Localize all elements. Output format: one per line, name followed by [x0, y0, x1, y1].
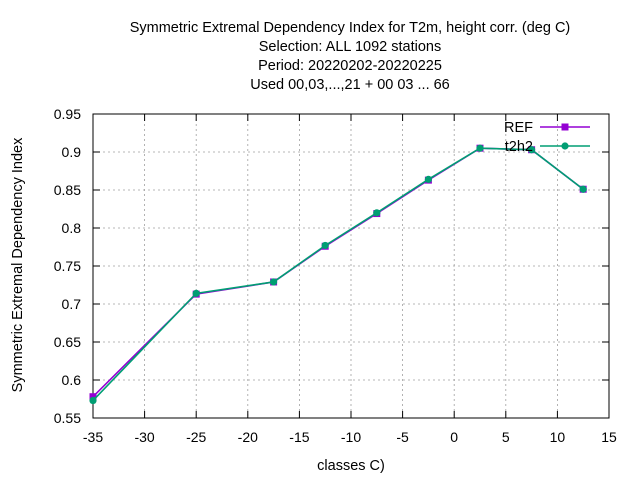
x-tick-label: -25	[186, 429, 206, 445]
y-tick-label: 0.8	[62, 220, 82, 236]
y-tick-label: 0.85	[54, 182, 81, 198]
data-point	[373, 209, 381, 217]
data-point	[579, 185, 587, 193]
data-point	[270, 278, 278, 286]
grid	[93, 114, 609, 418]
data-point	[321, 241, 329, 250]
data-point	[89, 393, 97, 401]
data-point	[192, 289, 200, 297]
series-line	[92, 147, 584, 398]
data-point	[476, 144, 484, 152]
x-tick-label: -35	[83, 429, 103, 445]
y-tick-label: 0.7	[62, 296, 82, 312]
legend-label: REF	[504, 120, 533, 136]
series-line	[92, 147, 584, 402]
x-tick-label: 5	[502, 429, 510, 445]
data-point	[528, 146, 536, 154]
x-tick-label: 10	[550, 429, 566, 445]
x-tick-label: -30	[134, 429, 154, 445]
chart-title-line: Period: 20220202-20220225	[258, 58, 442, 74]
legend-label: t2h2	[505, 139, 533, 155]
data-series	[89, 144, 587, 405]
y-tick-label: 0.9	[62, 144, 82, 160]
y-tick-label: 0.95	[54, 106, 81, 122]
chart-title-line: Selection: ALL 1092 stations	[259, 39, 441, 55]
data-point	[89, 396, 97, 405]
chart-title-line: Symmetric Extremal Dependency Index for …	[130, 20, 571, 36]
data-point	[424, 175, 432, 183]
chart-title-line: Used 00,03,...,21 + 00 03 ... 66	[250, 77, 450, 93]
x-tick-label: -5	[396, 429, 409, 445]
y-tick-label: 0.55	[54, 410, 81, 426]
y-tick-label: 0.65	[54, 334, 81, 350]
series-t2h2	[89, 144, 587, 405]
legend-marker	[561, 123, 569, 131]
series-ref	[89, 144, 587, 401]
x-tick-label: 0	[450, 429, 458, 445]
x-tick-label: -15	[289, 429, 309, 445]
x-tick-label: 15	[601, 429, 617, 445]
axis-ticks: -35 -30 -25 -20 -15 -10 -5 0 5 10 15 0.55 0.6 0.65 0.7…	[54, 106, 617, 445]
chart-title: Symmetric Extremal Dependency Index for …	[130, 20, 571, 93]
x-tick-label: -10	[341, 429, 361, 445]
x-tick-label: -20	[238, 429, 258, 445]
y-tick-label: 0.6	[62, 372, 82, 388]
y-axis-label: Symmetric Extremal Dependency Index	[10, 137, 26, 392]
legend-marker	[561, 142, 569, 150]
x-axis-label: classes C)	[317, 458, 385, 474]
legend: REF t2h2	[504, 120, 590, 155]
y-tick-label: 0.75	[54, 258, 81, 274]
